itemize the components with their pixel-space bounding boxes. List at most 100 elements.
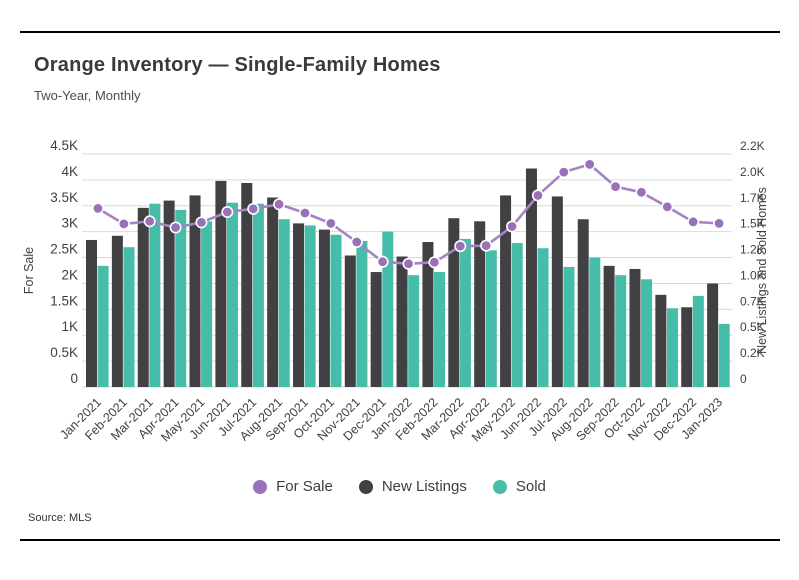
legend-label: For Sale <box>276 478 333 495</box>
bar-sold <box>278 219 290 387</box>
for-sale-point <box>661 200 674 213</box>
bar-new-listings <box>344 255 356 387</box>
bar-new-listings <box>137 207 149 387</box>
bar-sold <box>718 323 730 387</box>
new-listings-legend-marker-icon <box>358 479 373 494</box>
left-axis-tick-label: 4K <box>61 164 78 179</box>
for-sale-point <box>428 256 441 269</box>
for-sale-point <box>687 215 700 228</box>
bar-sold <box>330 234 342 387</box>
for-sale-point <box>247 202 260 215</box>
for-sale-point <box>713 217 726 230</box>
bar-new-listings <box>396 256 408 387</box>
bar-new-listings <box>111 235 123 387</box>
for-sale-point <box>557 166 570 179</box>
for-sale-point <box>221 205 234 218</box>
bar-new-listings <box>215 180 227 387</box>
for-sale-point <box>169 221 182 234</box>
bar-new-listings <box>448 218 460 387</box>
left-axis-tick-label: 3.5K <box>50 190 78 205</box>
bar-new-listings <box>189 195 201 387</box>
bar-new-listings <box>267 197 279 387</box>
for-sale-point <box>273 198 286 211</box>
bar-new-listings <box>370 272 382 387</box>
left-axis-tick-label: 1.5K <box>50 293 78 308</box>
for-sale-point <box>609 180 622 193</box>
bar-sold <box>408 275 420 387</box>
for-sale-point <box>324 217 337 230</box>
bar-sold <box>227 202 238 387</box>
source-note: Source: MLS <box>28 512 92 524</box>
bar-sold <box>459 238 471 387</box>
bar-sold <box>563 266 575 387</box>
right-axis-tick-label: 0.2K <box>740 346 765 360</box>
left-axis-tick-label: 0 <box>70 371 78 386</box>
bar-new-listings <box>474 221 486 387</box>
chart-subtitle: Two-Year, Monthly <box>34 88 141 103</box>
legend-label: New Listings <box>381 478 467 495</box>
bottom-rule <box>20 539 780 541</box>
for-sale-point <box>480 239 493 252</box>
for-sale-legend-marker-icon <box>253 479 268 494</box>
left-axis-tick-label: 4.5K <box>50 138 78 153</box>
bar-sold <box>97 265 109 387</box>
bar-new-listings <box>681 307 693 387</box>
bar-new-listings <box>629 268 641 387</box>
bar-sold <box>511 243 523 387</box>
for-sale-point <box>531 189 544 202</box>
bar-sold <box>666 308 678 387</box>
bar-new-listings <box>655 294 667 387</box>
legend-label: Sold <box>515 478 546 495</box>
right-axis-tick-label: 1.7K <box>740 191 765 205</box>
bar-new-listings <box>577 219 589 387</box>
for-sale-point <box>195 216 208 229</box>
bar-new-listings <box>241 182 253 387</box>
for-sale-point <box>298 207 311 220</box>
right-axis-tick-label: 0 <box>740 372 747 386</box>
chart-title: Orange Inventory — Single-Family Homes <box>34 54 441 76</box>
bar-new-listings <box>163 200 175 387</box>
legend-item-for-sale: For Sale <box>253 478 333 495</box>
bar-new-listings <box>422 242 434 387</box>
for-sale-point <box>506 220 519 233</box>
bar-sold <box>641 279 653 387</box>
left-axis-title: For Sale <box>22 247 36 294</box>
for-sale-point <box>402 257 415 270</box>
bar-sold <box>123 247 135 387</box>
right-axis-tick-label: 0.7K <box>740 294 765 308</box>
bar-new-listings <box>551 196 563 387</box>
bar-sold <box>615 275 627 387</box>
for-sale-point <box>143 215 156 228</box>
chart-legend: For Sale New Listings Sold <box>0 478 799 495</box>
legend-item-sold: Sold <box>492 478 546 495</box>
right-axis-tick-label: 2.0K <box>740 165 765 179</box>
for-sale-point <box>376 255 389 268</box>
for-sale-point <box>583 158 596 171</box>
bar-new-listings <box>707 283 719 387</box>
left-axis-tick-label: 3K <box>61 216 78 231</box>
bar-new-listings <box>500 195 512 387</box>
right-axis-title: New Listings and Sold Homes <box>755 187 769 354</box>
for-sale-point <box>117 217 130 230</box>
bar-sold <box>537 248 549 387</box>
bar-sold <box>589 257 601 387</box>
left-axis-tick-label: 1K <box>61 319 78 334</box>
bar-sold <box>382 231 394 387</box>
right-axis-tick-label: 1.0K <box>740 268 765 282</box>
bar-sold <box>252 203 264 387</box>
right-axis-tick-label: 1.2K <box>740 243 765 257</box>
right-axis-tick-label: 1.5K <box>740 217 765 231</box>
bar-new-listings <box>318 229 330 387</box>
left-axis-tick-label: 0.5K <box>50 345 78 360</box>
bar-new-listings <box>525 168 537 387</box>
bar-new-listings <box>293 223 305 387</box>
bar-sold <box>175 209 187 387</box>
sold-legend-marker-icon <box>492 479 507 494</box>
bar-sold <box>304 225 316 387</box>
left-axis-tick-label: 2.5K <box>50 242 78 257</box>
for-sale-point <box>350 236 363 249</box>
left-axis-tick-label: 2K <box>61 267 78 282</box>
for-sale-point <box>454 240 467 253</box>
